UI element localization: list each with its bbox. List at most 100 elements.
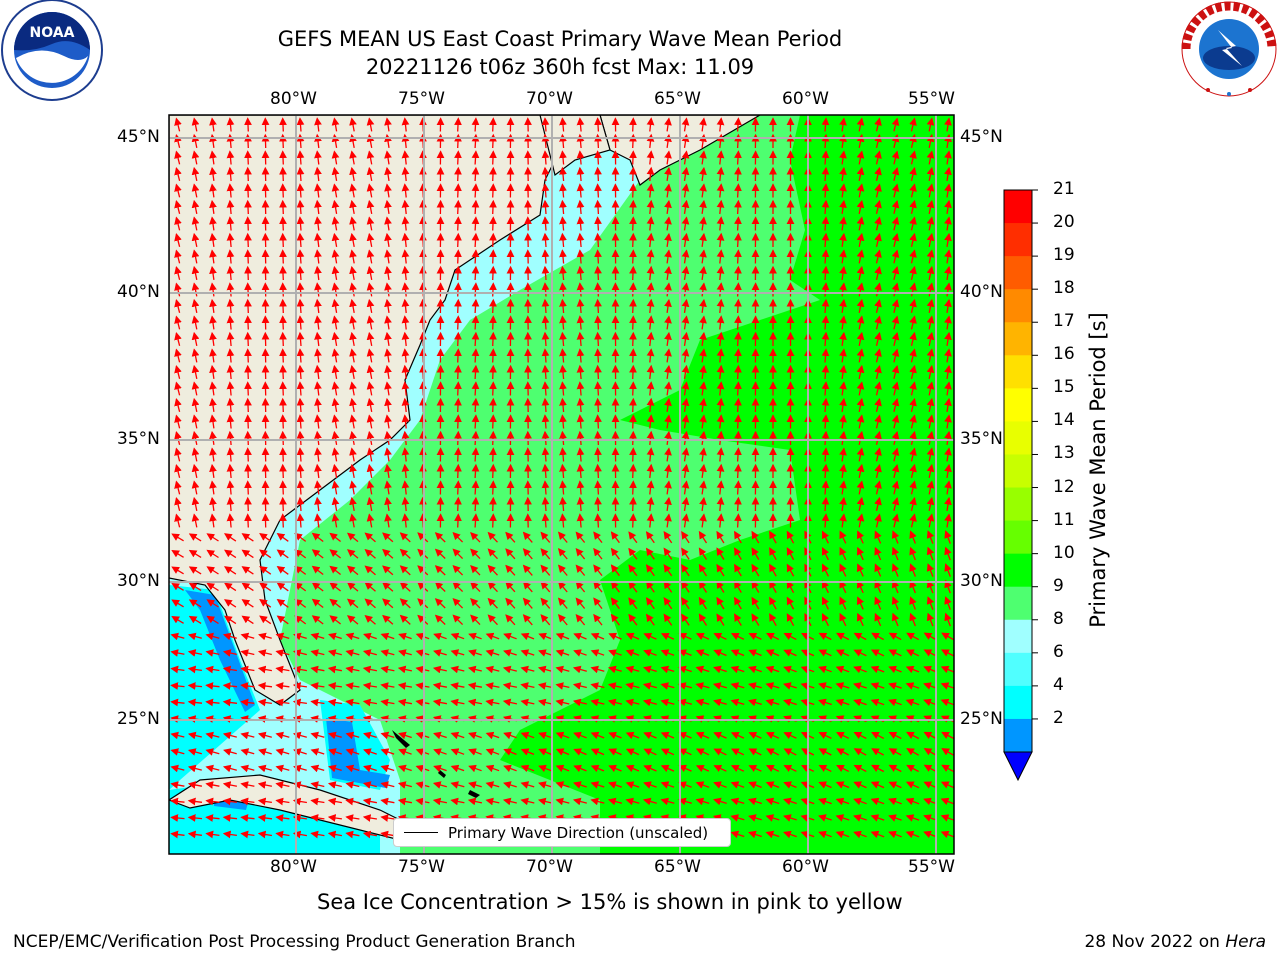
wave-direction-arrow <box>296 298 305 314</box>
wave-direction-arrow <box>384 249 392 264</box>
wave-direction-arrow <box>541 315 550 330</box>
wave-direction-arrow <box>734 397 742 413</box>
wave-direction-arrow <box>209 430 217 445</box>
wave-direction-arrow <box>209 199 217 214</box>
colorbar-swatch <box>1004 190 1032 224</box>
wave-direction-arrow <box>366 496 375 512</box>
wave-direction-arrow <box>349 298 357 314</box>
wave-direction-arrow <box>174 496 182 511</box>
wave-direction-arrow <box>191 315 200 330</box>
lat-label-right-4: 25°N <box>960 709 1003 729</box>
wave-direction-arrow <box>944 364 952 380</box>
wave-direction-arrow <box>699 150 707 165</box>
wave-direction-arrow <box>314 150 322 165</box>
wave-direction-arrow <box>891 348 900 363</box>
colorbar-extension <box>1003 751 1033 782</box>
wave-direction-arrow <box>541 447 550 462</box>
wave-direction-arrow <box>296 381 305 396</box>
wave-direction-arrow <box>699 397 707 412</box>
wave-direction-arrow <box>366 282 375 297</box>
wave-direction-arrow <box>366 348 375 363</box>
wave-direction-arrow <box>401 232 410 248</box>
wave-direction-arrow <box>541 480 550 495</box>
wave-direction-arrow <box>699 331 707 346</box>
wave-direction-arrow <box>349 282 357 297</box>
wave-direction-arrow <box>891 298 900 313</box>
wave-direction-arrow <box>839 463 847 478</box>
wave-direction-arrow <box>821 117 830 132</box>
legend-label: Primary Wave Direction (unscaled) <box>448 823 709 842</box>
wave-direction-arrow <box>314 315 322 330</box>
wave-direction-arrow <box>471 397 480 413</box>
wave-direction-arrow <box>489 430 497 446</box>
wave-direction-arrow <box>874 265 882 280</box>
wave-direction-arrow <box>454 315 462 330</box>
wave-direction-arrow <box>454 298 462 314</box>
wave-direction-arrow <box>594 216 602 231</box>
wave-direction-arrow <box>821 150 830 165</box>
wave-direction-arrow <box>944 397 952 413</box>
lat-label-left-0: 45°N <box>117 127 160 147</box>
wave-direction-arrow <box>874 463 882 478</box>
wave-direction-arrow <box>471 348 480 363</box>
wave-direction-arrow <box>366 414 375 429</box>
wave-direction-arrow <box>174 348 182 363</box>
wave-direction-arrow <box>629 117 637 132</box>
wave-direction-arrow <box>576 199 585 215</box>
wave-direction-arrow <box>454 249 462 264</box>
wave-direction-arrow <box>891 249 900 264</box>
wave-direction-arrow <box>454 166 462 182</box>
wave-direction-arrow <box>541 496 550 512</box>
wave-direction-arrow <box>856 381 865 396</box>
wave-direction-arrow <box>174 397 182 412</box>
wave-direction-arrow <box>629 364 637 380</box>
wave-direction-arrow <box>384 199 392 215</box>
wave-direction-arrow <box>646 183 655 198</box>
wave-direction-arrow <box>366 430 375 446</box>
wave-direction-arrow <box>594 166 602 182</box>
wave-direction-arrow <box>209 249 217 264</box>
wave-direction-arrow <box>559 414 567 429</box>
wave-direction-arrow <box>629 331 637 347</box>
wave-direction-arrow <box>874 331 882 346</box>
wave-direction-arrow <box>384 298 392 314</box>
wave-direction-arrow <box>856 298 865 314</box>
wave-direction-arrow <box>629 513 637 528</box>
wave-direction-arrow <box>454 480 462 495</box>
wave-direction-arrow <box>646 199 655 215</box>
wave-direction-arrow <box>244 381 252 396</box>
wave-direction-arrow <box>174 414 182 429</box>
wave-direction-arrow <box>559 496 567 512</box>
wave-direction-arrow <box>366 216 375 231</box>
wave-direction-arrow <box>926 183 935 198</box>
wave-direction-arrow <box>891 381 900 396</box>
wave-direction-arrow <box>226 331 235 347</box>
wave-direction-arrow <box>699 348 707 363</box>
wave-direction-arrow <box>454 513 462 528</box>
wave-direction-arrow <box>174 150 182 165</box>
wave-direction-arrow <box>734 166 742 182</box>
wave-direction-arrow <box>891 199 900 214</box>
wave-direction-arrow <box>594 513 602 528</box>
wave-direction-arrow <box>489 480 497 495</box>
wave-direction-arrow <box>734 133 742 149</box>
wave-direction-arrow <box>594 331 602 347</box>
wave-direction-arrow <box>839 397 847 412</box>
wave-direction-arrow <box>401 298 410 314</box>
wave-direction-arrow <box>856 480 865 495</box>
wave-direction-arrow <box>279 150 287 165</box>
wave-direction-arrow <box>471 447 480 462</box>
wave-direction-arrow <box>331 463 340 479</box>
wave-direction-arrow <box>279 282 287 297</box>
lon-label-bottom-5: 55°W <box>908 857 955 877</box>
wave-direction-arrow <box>699 298 707 313</box>
wave-direction-arrow <box>716 117 725 132</box>
wave-direction-arrow <box>366 364 375 380</box>
map-legend: Primary Wave Direction (unscaled) <box>393 818 731 847</box>
wave-direction-arrow <box>471 331 480 347</box>
wave-direction-arrow <box>821 348 830 363</box>
wave-direction-arrow <box>856 348 865 363</box>
colorbar-swatch <box>1004 421 1032 455</box>
wave-direction-arrow <box>926 414 935 429</box>
wave-direction-arrow <box>681 216 690 231</box>
